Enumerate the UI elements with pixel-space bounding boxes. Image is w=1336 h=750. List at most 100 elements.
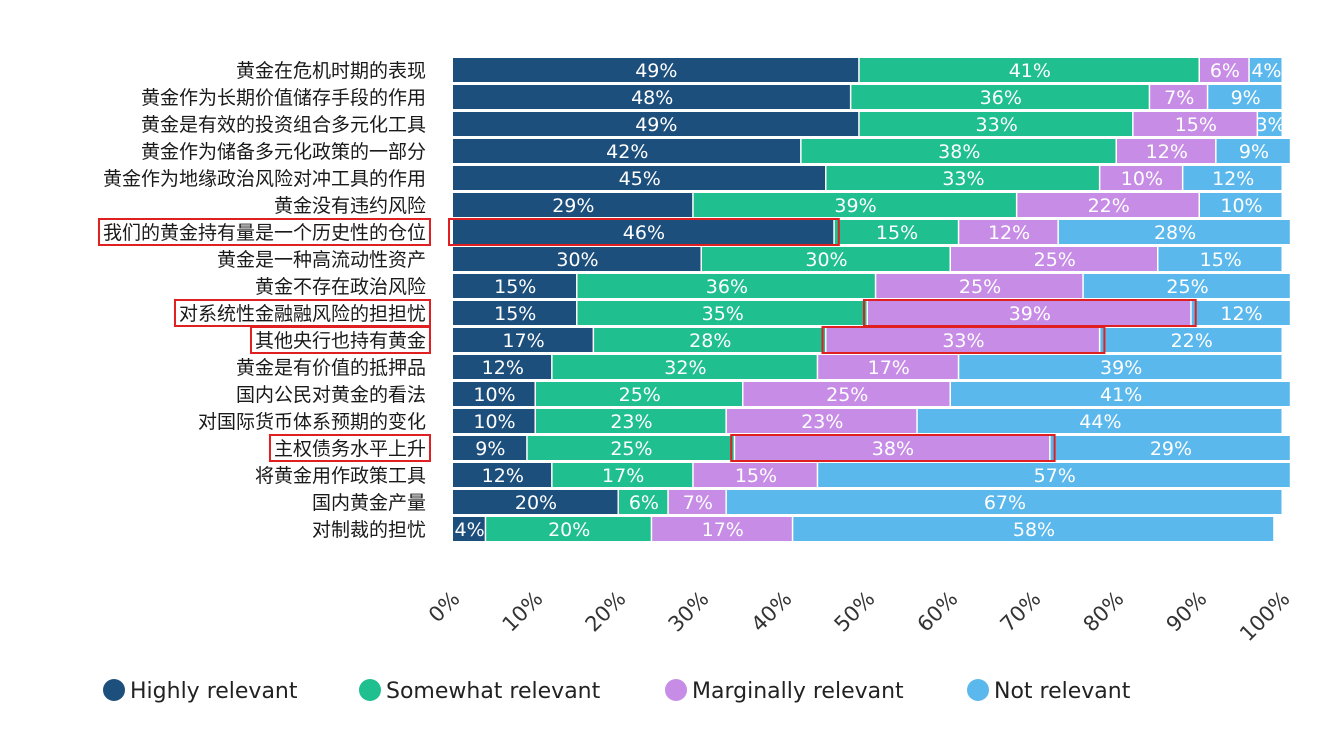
category-label: 国内黄金产量 [312, 492, 426, 514]
data-label: 25% [610, 438, 652, 460]
data-label: 20% [515, 492, 557, 514]
x-tick-label: 10% [498, 587, 548, 637]
data-label: 48% [631, 87, 673, 109]
bar-segment-highly-relevant-row-2 [453, 85, 850, 109]
bar-segment-somewhat-relevant-row-11 [594, 328, 825, 352]
bar-segment-highly-relevant-row-6 [453, 193, 693, 217]
bar-segment-marginally-relevant-row-17 [668, 490, 726, 514]
data-label: 10% [473, 411, 515, 433]
bar-segment-highly-relevant-row-15 [453, 436, 527, 460]
data-label: 12% [482, 357, 524, 379]
bar-segment-highly-relevant-row-3 [453, 112, 859, 136]
category-label: 黄金是有效的投资组合多元化工具 [141, 114, 426, 136]
bar-segment-not-relevant-row-12 [959, 355, 1282, 379]
bar-segment-not-relevant-row-6 [1200, 193, 1282, 217]
data-label: 17% [868, 357, 910, 379]
bar-segment-highly-relevant-row-1 [453, 58, 859, 82]
bar-segment-not-relevant-row-16 [818, 463, 1290, 487]
bar-segment-marginally-relevant-row-12 [818, 355, 958, 379]
bar-segment-somewhat-relevant-row-3 [859, 112, 1133, 136]
data-label: 45% [619, 168, 661, 190]
bar-segment-marginally-relevant-row-9 [876, 274, 1083, 298]
bar-segment-not-relevant-row-15 [1050, 436, 1290, 460]
data-label: 36% [706, 276, 748, 298]
legend-swatch-somewhat-relevant [359, 679, 381, 701]
bar-segment-somewhat-relevant-row-4 [801, 139, 1116, 163]
bar-segment-highly-relevant-row-10 [453, 301, 576, 325]
bar-segment-somewhat-relevant-row-17 [619, 490, 668, 514]
bar-segment-highly-relevant-row-17 [453, 490, 618, 514]
bar-segment-marginally-relevant-row-13 [743, 382, 950, 406]
bar-segment-not-relevant-row-1 [1249, 58, 1282, 82]
category-label: 对制裁的担忧 [312, 519, 426, 541]
data-label: 44% [1079, 411, 1121, 433]
bar-segment-somewhat-relevant-row-1 [859, 58, 1199, 82]
data-label: 30% [556, 249, 598, 271]
bar-segment-not-relevant-row-17 [726, 490, 1282, 514]
data-label: 10% [1220, 195, 1262, 217]
bar-segment-not-relevant-row-18 [793, 517, 1274, 541]
data-label: 17% [502, 330, 544, 352]
data-label: 38% [872, 438, 914, 460]
x-tick-label: 100% [1235, 587, 1294, 646]
data-label: 22% [1088, 195, 1130, 217]
bar-segment-somewhat-relevant-row-10 [577, 301, 867, 325]
data-label: 10% [473, 384, 515, 406]
data-label: 33% [976, 114, 1018, 136]
data-label: 29% [552, 195, 594, 217]
x-tick-label: 70% [996, 587, 1046, 637]
category-label: 黄金作为储备多元化政策的一部分 [141, 141, 426, 163]
bar-segment-somewhat-relevant-row-9 [577, 274, 875, 298]
bar-segment-highly-relevant-row-8 [453, 247, 701, 271]
segment-highlight-box [821, 326, 1106, 354]
category-label: 黄金是有价值的抵押品 [236, 357, 426, 379]
bar-segment-highly-relevant-row-5 [453, 166, 825, 190]
bar-segment-marginally-relevant-row-6 [1017, 193, 1199, 217]
category-label: 黄金没有违约风险 [274, 195, 426, 217]
data-label: 42% [606, 141, 648, 163]
bar-segment-marginally-relevant-row-8 [951, 247, 1157, 271]
bar-segment-highly-relevant-row-18 [453, 517, 485, 541]
data-label: 25% [826, 384, 868, 406]
data-label: 25% [619, 384, 661, 406]
data-label: 15% [494, 303, 536, 325]
data-label: 22% [1171, 330, 1213, 352]
segment-highlight-box [448, 218, 840, 246]
bar-segment-not-relevant-row-13 [951, 382, 1290, 406]
bar-segment-highly-relevant-row-11 [453, 328, 593, 352]
data-label: 30% [805, 249, 847, 271]
bar-segment-not-relevant-row-9 [1083, 274, 1290, 298]
legend-label: Somewhat relevant [386, 679, 601, 704]
data-label: 4% [1251, 60, 1281, 82]
bar-area: 49% 41% 6% 4% 48% 36% 7% 9% 49% 33% 15% 3% 42% 38% 12%… [453, 58, 1290, 541]
data-label: 32% [664, 357, 706, 379]
x-tick-label: 0% [424, 587, 465, 628]
legend-label: Not relevant [994, 679, 1131, 704]
category-label: 黄金是一种高流动性资产 [217, 249, 426, 271]
bar-segment-somewhat-relevant-row-12 [552, 355, 817, 379]
data-label: 36% [980, 87, 1022, 109]
bar-segment-marginally-relevant-row-15 [735, 436, 1050, 460]
bar-segment-not-relevant-row-3 [1258, 112, 1282, 136]
category-label: 对国际货币体系预期的变化 [198, 411, 426, 433]
category-labels: 黄金在危机时期的表现黄金作为长期价值储存手段的作用黄金是有效的投资组合多元化工具… [103, 60, 426, 541]
data-label: 28% [689, 330, 731, 352]
data-label: 39% [1100, 357, 1142, 379]
legend-label: Highly relevant [130, 679, 298, 704]
data-label: 39% [1009, 303, 1051, 325]
x-tick-label: 80% [1079, 587, 1129, 637]
bar-segment-highly-relevant-row-7 [453, 220, 834, 244]
data-label: 23% [610, 411, 652, 433]
bar-segment-somewhat-relevant-row-7 [834, 220, 958, 244]
x-axis-ticks: 0% 10% 20% 30% 40% 50% 60% 70% 80% 90% 100% [424, 587, 1295, 646]
data-label: 33% [942, 330, 984, 352]
data-label: 23% [801, 411, 843, 433]
data-label: 33% [942, 168, 984, 190]
data-label: 4% [455, 519, 485, 541]
data-label: 41% [1009, 60, 1051, 82]
data-label: 17% [702, 519, 744, 541]
bar-segment-somewhat-relevant-row-18 [486, 517, 651, 541]
category-label: 国内公民对黄金的看法 [236, 384, 426, 406]
bar-segment-not-relevant-row-7 [1058, 220, 1290, 244]
